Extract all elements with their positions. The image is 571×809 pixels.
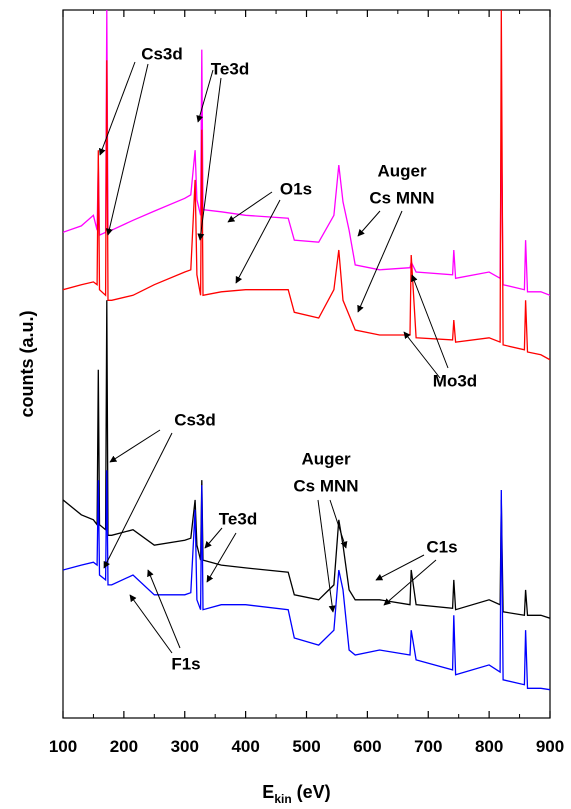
annotation: Auger bbox=[377, 161, 427, 180]
annotation-arrow bbox=[204, 527, 223, 549]
annotation-arrow bbox=[109, 429, 161, 463]
annotation-arrow bbox=[235, 199, 281, 284]
annotation-arrow bbox=[375, 554, 425, 581]
spectrum-line bbox=[63, 300, 550, 619]
annotation-arrow bbox=[357, 210, 381, 237]
annotation: Te3d bbox=[211, 59, 249, 78]
annotation-arrow bbox=[357, 210, 403, 313]
annotation: O1s bbox=[280, 179, 312, 198]
x-axis-label: Ekin (eV) bbox=[262, 782, 330, 806]
annotation: Cs3d bbox=[141, 44, 183, 63]
annotation-arrow bbox=[129, 594, 173, 654]
annotation-arrow bbox=[329, 499, 348, 549]
x-tick-label: 800 bbox=[475, 737, 503, 756]
annotation-arrow bbox=[411, 274, 449, 369]
annotation-arrow bbox=[147, 569, 181, 649]
spectrum-line bbox=[63, 10, 550, 361]
annotation: F1s bbox=[171, 654, 200, 673]
x-label-main: E bbox=[262, 782, 274, 802]
annotation: Auger bbox=[301, 449, 351, 468]
spectrum-line bbox=[63, 10, 550, 296]
annotation: Mo3d bbox=[433, 371, 477, 390]
annotation: Cs3d bbox=[174, 410, 216, 429]
y-axis-label: counts (a.u.) bbox=[17, 310, 37, 417]
x-tick-label: 700 bbox=[414, 737, 442, 756]
annotation-arrow bbox=[103, 432, 173, 569]
x-label-sub: kin bbox=[274, 792, 291, 806]
annotation-arrow bbox=[196, 69, 214, 123]
x-tick-label: 300 bbox=[171, 737, 199, 756]
annotation-arrow bbox=[206, 532, 237, 583]
x-tick-label: 100 bbox=[49, 737, 77, 756]
x-tick-label: 400 bbox=[231, 737, 259, 756]
annotation-arrow bbox=[227, 191, 273, 223]
x-label-unit: (eV) bbox=[297, 782, 331, 802]
annotation-arrow bbox=[317, 499, 336, 613]
x-tick-label: 200 bbox=[110, 737, 138, 756]
x-tick-label: 500 bbox=[292, 737, 320, 756]
annotation-arrow bbox=[197, 77, 222, 241]
x-tick-label: 600 bbox=[353, 737, 381, 756]
annotation-arrow bbox=[403, 331, 441, 379]
annotation-arrow bbox=[383, 559, 437, 606]
annotation: C1s bbox=[426, 537, 457, 556]
annotation-arrow bbox=[98, 61, 136, 156]
x-tick-label: 900 bbox=[536, 737, 564, 756]
annotation: Te3d bbox=[219, 509, 257, 528]
annotation: Cs MNN bbox=[293, 476, 358, 495]
annotation-arrow bbox=[106, 63, 149, 236]
spectrum-line bbox=[63, 470, 550, 691]
annotation: Cs MNN bbox=[369, 188, 434, 207]
